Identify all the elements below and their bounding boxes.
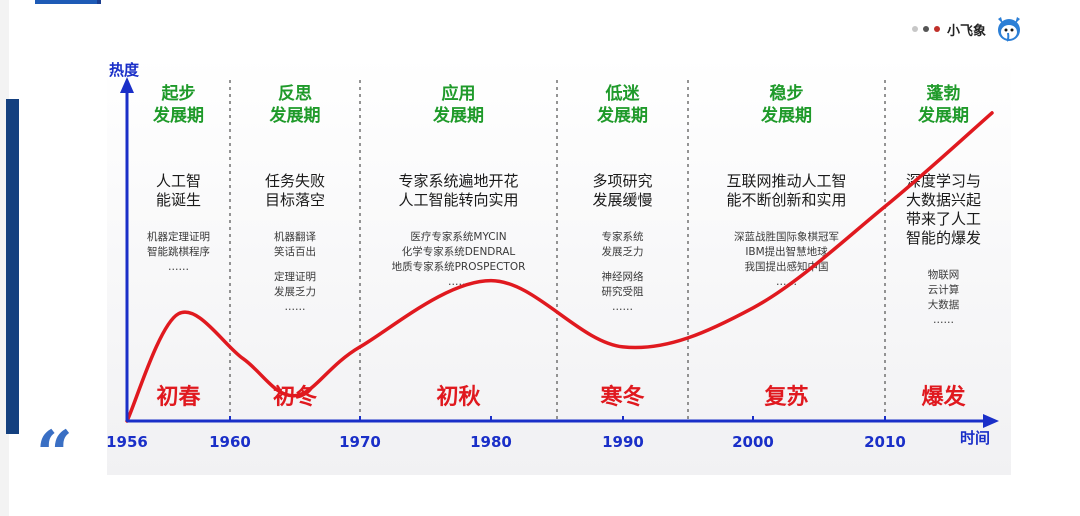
period-detail: 定理证明	[274, 270, 316, 283]
period-detail: ……	[285, 301, 306, 313]
brand-name: 小飞象	[947, 23, 987, 39]
period-headline: 目标落空	[265, 191, 325, 209]
period-headline: 人工智	[156, 172, 201, 190]
period-detail: 化学专家系统DENDRAL	[402, 245, 516, 258]
period-detail: 机器翻译	[274, 230, 316, 243]
period-headline: 人工智能转向实用	[398, 191, 518, 209]
season-label: 寒冬	[600, 384, 644, 410]
period-detail: 发展乏力	[602, 245, 644, 258]
ai-history-chart: 起步发展期人工智能诞生机器定理证明智能跳棋程序……初春反思发展期任务失败目标落空…	[106, 55, 1011, 475]
period-headline: 智能的爆发	[906, 229, 981, 247]
x-tick-label: 1956	[107, 433, 148, 451]
dot-light	[912, 26, 918, 32]
period-headline: 多项研究	[592, 172, 652, 190]
period-subtitle: 发展期	[269, 105, 321, 126]
period-title: 稳步	[770, 83, 804, 104]
elephant-eye-right-icon	[1010, 28, 1014, 32]
period-detail: IBM提出智慧地球	[745, 245, 828, 258]
period-title: 起步	[161, 83, 196, 104]
period-title: 反思	[278, 84, 312, 104]
period-detail: 物联网	[928, 268, 960, 281]
period-headline: 能不断创新和实用	[726, 191, 846, 209]
period-dividers	[229, 80, 886, 421]
period-headline: 大数据兴起	[906, 191, 981, 209]
period-detail: ……	[168, 261, 189, 273]
period-headline: 深度学习与	[906, 172, 981, 190]
period-detail: ……	[933, 314, 954, 326]
period-headline: 能诞生	[156, 191, 201, 209]
season-label: 初秋	[436, 384, 481, 410]
period-detail: 研究受阻	[602, 285, 644, 298]
chart-background	[107, 55, 1011, 475]
elephant-eye-left-icon	[1004, 28, 1008, 32]
period-detail: 笑话百出	[274, 245, 316, 258]
period-detail: 云计算	[928, 283, 960, 296]
side-accent-bar	[6, 99, 19, 434]
ai-history-figure: 起步 发展期 人工智 能诞生 机器定理证明 智能跳棋程序…… 初春 反思 发展期 任务失败 目标落空…	[106, 55, 1011, 475]
dot-red	[934, 26, 940, 32]
period-detail: 神经网络	[602, 270, 644, 283]
heat-curve	[125, 111, 994, 423]
period-detail: 发展乏力	[274, 285, 316, 298]
period-subtitle: 发展期	[917, 105, 969, 126]
period-headline: 互联网推动人工智	[726, 172, 846, 190]
period-subtitle: 发展期	[760, 105, 812, 126]
x-tick-label: 2000	[732, 433, 774, 451]
season-label: 复苏	[763, 384, 808, 410]
period-labels: 起步发展期人工智能诞生机器定理证明智能跳棋程序……初春反思发展期任务失败目标落空…	[147, 83, 981, 410]
period-detail: 地质专家系统PROSPECTOR	[392, 260, 526, 273]
period-title: 蓬勃	[927, 83, 961, 104]
period-subtitle: 发展期	[432, 105, 484, 126]
elephant-trunk-icon	[1006, 32, 1010, 42]
x-axis-label: 时间	[960, 429, 990, 447]
period-subtitle: 发展期	[152, 105, 204, 126]
period-detail: 我国提出感知中国	[745, 260, 829, 273]
period-title: 应用	[442, 83, 476, 104]
quote-mark: “	[36, 417, 73, 492]
period-headline: 带来了人工	[906, 210, 981, 228]
period-detail: 机器定理证明	[147, 230, 210, 243]
season-label: 初春	[156, 384, 200, 410]
period-subtitle: 发展期	[596, 105, 648, 126]
period-detail: 大数据	[928, 298, 960, 311]
top-tab-notch	[97, 0, 101, 4]
x-tick-label: 1970	[339, 433, 381, 451]
elephant-face-icon	[1001, 25, 1018, 39]
period-headline: 任务失败	[265, 172, 325, 190]
period-detail: ……	[612, 301, 633, 313]
period-title: 低迷	[605, 83, 641, 104]
period-detail: 专家系统	[602, 230, 644, 243]
brand-header: 小飞象	[912, 14, 1024, 44]
period-headline: 发展缓慢	[592, 191, 652, 209]
x-tick-label: 1990	[602, 433, 644, 451]
period-headline: 专家系统遍地开花	[398, 172, 518, 190]
season-label: 爆发	[921, 384, 966, 410]
left-rail	[0, 0, 9, 516]
x-tick-label: 1960	[209, 433, 251, 451]
heat-curve-group	[125, 111, 994, 423]
period-detail: 医疗专家系统MYCIN	[410, 230, 506, 243]
x-tick-label: 1980	[470, 433, 512, 451]
period-detail: 深蓝战胜国际象棋冠军	[734, 230, 839, 243]
elephant-logo-icon	[998, 17, 1021, 42]
top-tab-indicator	[35, 0, 101, 4]
y-axis-label: 热度	[109, 61, 140, 79]
y-axis-arrow	[120, 77, 134, 93]
dot-dark	[923, 26, 929, 32]
period-detail: 智能跳棋程序	[147, 245, 210, 258]
x-axis-arrow	[983, 414, 999, 428]
x-tick-label: 2010	[864, 433, 906, 451]
